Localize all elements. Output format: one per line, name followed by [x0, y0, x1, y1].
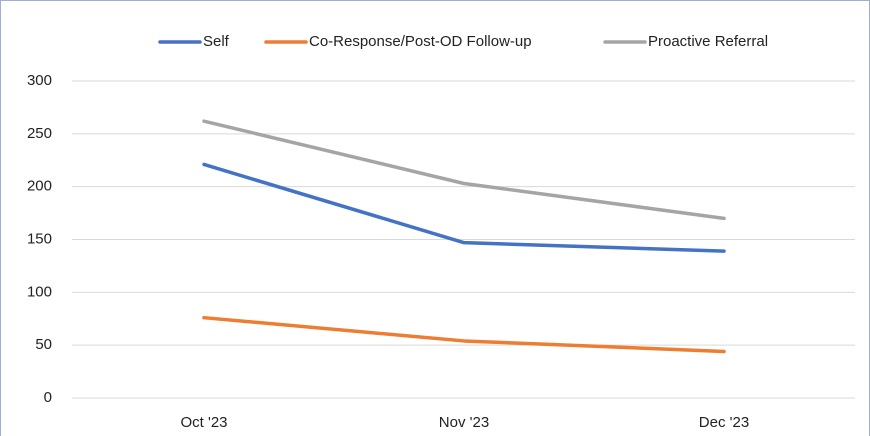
- legend-label: Self: [203, 33, 230, 50]
- y-tick-label: 0: [44, 389, 52, 406]
- series-line: [202, 119, 726, 221]
- y-tick-label: 300: [27, 72, 52, 89]
- series-line: [202, 162, 726, 253]
- y-tick-label: 50: [35, 336, 52, 353]
- y-tick-label: 250: [27, 125, 52, 142]
- x-tick-label: Dec '23: [699, 414, 749, 431]
- legend-label: Co-Response/Post-OD Follow-up: [309, 33, 532, 50]
- x-tick-label: Oct '23: [180, 414, 227, 431]
- y-tick-label: 200: [27, 178, 52, 195]
- legend-label: Proactive Referral: [648, 33, 768, 50]
- y-tick-label: 150: [27, 230, 52, 247]
- y-tick-label: 100: [27, 283, 52, 300]
- series-line: [202, 315, 726, 354]
- x-tick-label: Nov '23: [439, 414, 489, 431]
